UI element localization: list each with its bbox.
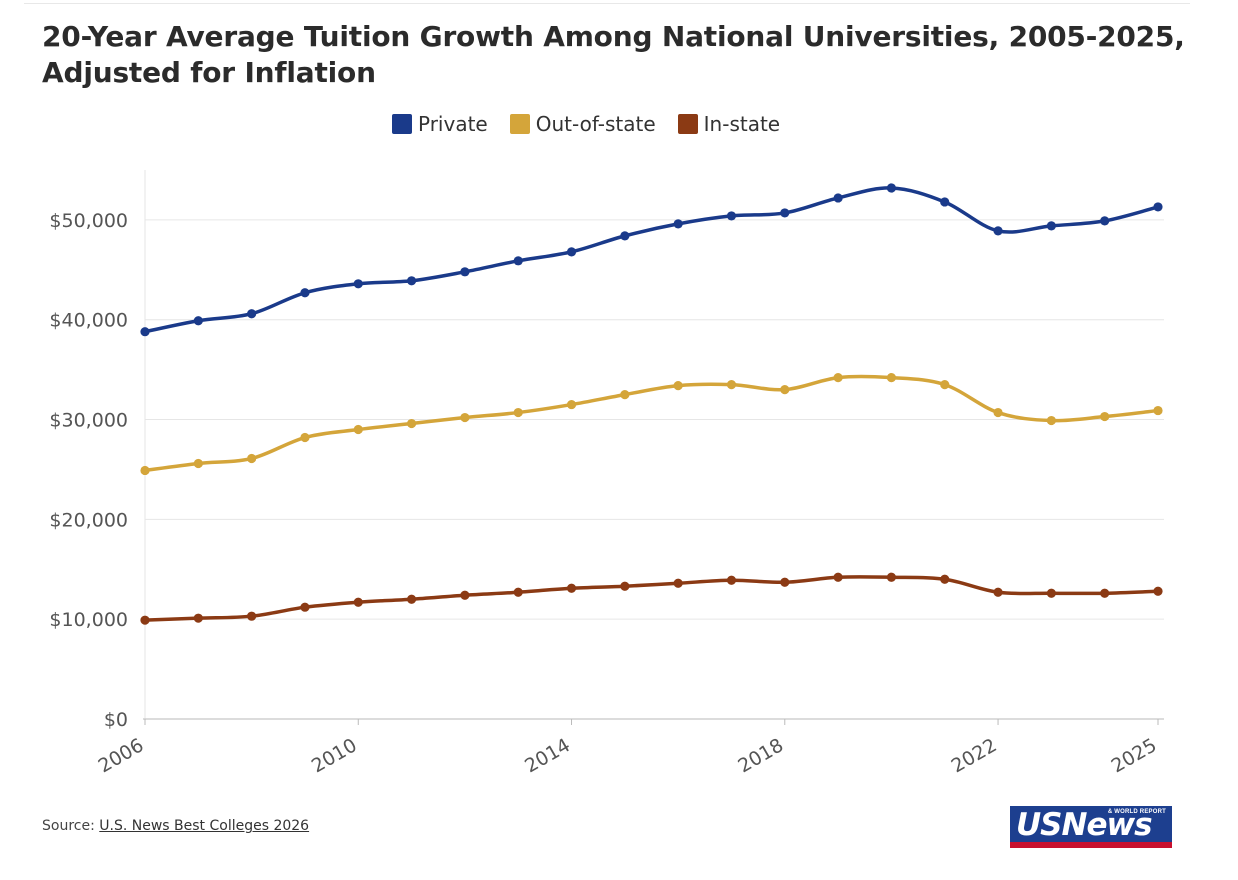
data-point-in-state (780, 577, 790, 587)
series-line-private (143, 186, 1160, 334)
data-point-private (780, 208, 790, 218)
data-point-out-of-state (993, 407, 1003, 418)
y-tick-label: $50,000 (49, 210, 128, 232)
data-point-private (460, 267, 470, 277)
data-point-out-of-state (1046, 415, 1056, 426)
data-point-in-state (140, 615, 150, 625)
x-tick-label: 2010 (308, 734, 361, 777)
data-point-private (726, 211, 737, 221)
legend-item-in-state[interactable]: In-state (677, 112, 781, 136)
data-point-out-of-state (140, 465, 150, 476)
data-point-in-state (673, 578, 683, 588)
data-point-out-of-state (833, 373, 843, 383)
data-point-out-of-state (1153, 405, 1163, 416)
data-point-private (406, 276, 417, 286)
y-tick-label: $10,000 (49, 609, 128, 631)
data-point-in-state (886, 572, 897, 582)
data-point-in-state (1100, 588, 1110, 598)
data-point-out-of-state (460, 412, 470, 423)
data-point-private (1100, 216, 1110, 226)
x-tick-label: 2022 (948, 734, 1001, 777)
series-line-out-of-state (143, 374, 1160, 473)
data-point-in-state (993, 587, 1003, 597)
data-point-in-state (513, 587, 523, 597)
data-point-in-state (193, 613, 203, 623)
source-note: Source: U.S. News Best Colleges 2026 (42, 818, 309, 834)
legend-item-private[interactable]: Private (392, 112, 488, 136)
data-point-private (620, 231, 630, 241)
y-tick-label: $30,000 (49, 410, 128, 432)
legend-label-in-state: In-state (703, 112, 781, 136)
data-point-private (566, 247, 577, 257)
data-point-in-state (300, 602, 310, 612)
data-point-private (247, 309, 257, 319)
data-point-in-state (620, 581, 630, 591)
legend-swatch-in-state (677, 114, 698, 134)
data-point-out-of-state (566, 399, 577, 410)
data-point-private (673, 219, 683, 229)
logo-red-bar (1010, 842, 1172, 848)
data-point-out-of-state (353, 424, 363, 435)
logo-wordmark: USNews (1016, 807, 1153, 843)
y-tick-label: $0 (104, 709, 128, 731)
data-point-out-of-state (1100, 411, 1110, 422)
data-point-in-state (460, 590, 470, 600)
legend-item-out-of-state[interactable]: Out-of-state (509, 112, 656, 136)
x-tick-label: 2018 (734, 734, 787, 777)
top-divider (24, 3, 1190, 4)
data-point-in-state (247, 611, 257, 621)
data-point-out-of-state (620, 389, 630, 400)
y-tick-label: $20,000 (49, 509, 128, 531)
data-point-in-state (1046, 588, 1056, 598)
data-point-in-state (940, 574, 950, 584)
chart-legend: Private Out-of-state In-state (392, 111, 780, 137)
data-point-private (353, 279, 363, 289)
y-tick-label: $40,000 (49, 310, 128, 332)
source-prefix: Source: (42, 818, 100, 834)
data-point-in-state (406, 594, 417, 604)
logo-subtext: & WORLD REPORT (1107, 809, 1166, 815)
data-point-out-of-state (193, 458, 203, 469)
chart-title: 20-Year Average Tuition Growth Among Nat… (42, 20, 1185, 89)
data-point-private (513, 256, 523, 266)
data-point-out-of-state (406, 418, 417, 429)
x-tick-label: 2006 (95, 734, 148, 777)
usnews-logo: USNews & WORLD REPORT (1010, 806, 1172, 848)
legend-swatch-out-of-state (509, 114, 530, 134)
source-link[interactable]: U.S. News Best Colleges 2026 (99, 818, 310, 834)
legend-label-private: Private (418, 112, 488, 136)
data-point-private (140, 327, 150, 337)
data-point-out-of-state (673, 381, 683, 391)
data-point-in-state (353, 597, 363, 607)
legend-label-out-of-state: Out-of-state (535, 112, 656, 136)
data-point-private (1153, 202, 1163, 212)
data-point-private (993, 226, 1003, 236)
data-point-private (193, 316, 203, 326)
data-point-in-state (566, 583, 577, 593)
data-point-out-of-state (726, 380, 737, 390)
data-point-private (940, 197, 950, 207)
data-point-private (300, 288, 310, 298)
data-point-out-of-state (780, 385, 790, 395)
data-point-in-state (1153, 586, 1163, 596)
data-point-out-of-state (886, 373, 897, 383)
x-tick-label: 2014 (521, 734, 574, 777)
x-tick-label: 2025 (1108, 734, 1161, 777)
data-point-private (1046, 221, 1056, 231)
legend-swatch-private (392, 114, 412, 134)
data-point-out-of-state (300, 432, 310, 443)
data-point-private (886, 183, 897, 193)
data-point-out-of-state (940, 380, 950, 390)
data-point-out-of-state (247, 453, 257, 464)
data-point-in-state (833, 572, 843, 582)
data-point-out-of-state (513, 407, 523, 418)
series-line-in-state (143, 575, 1160, 622)
data-point-in-state (726, 575, 737, 585)
data-point-private (833, 193, 843, 203)
